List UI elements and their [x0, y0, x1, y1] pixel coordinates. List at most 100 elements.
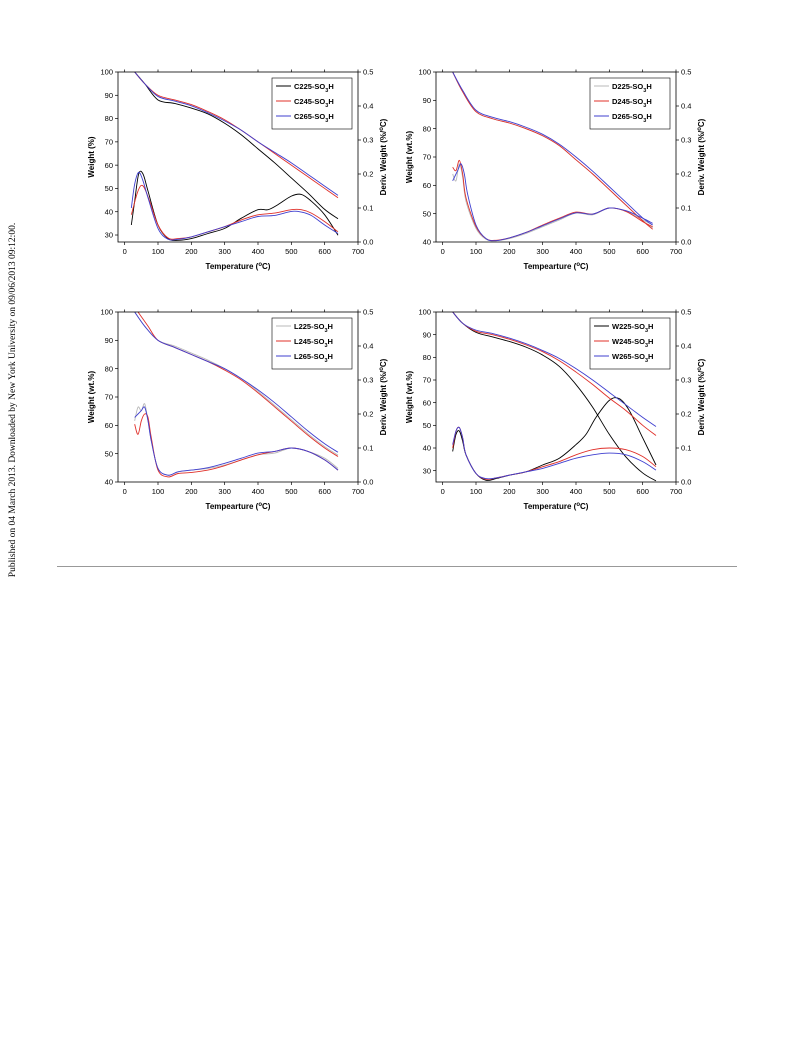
y-tick-label: 60	[105, 421, 113, 430]
weight-curve-3	[134, 71, 339, 196]
y2-tick-label: 0.4	[363, 342, 373, 351]
x-tick-label: 500	[603, 487, 616, 496]
y-tick-label: 40	[105, 478, 113, 487]
x-tick-label: 0	[441, 487, 445, 496]
plot-frame	[117, 71, 359, 243]
y-tick-label: 100	[100, 308, 113, 317]
x-tick-label: 700	[352, 487, 365, 496]
x-tick-label: 0	[123, 487, 127, 496]
y2-tick-label: 0.4	[681, 342, 691, 351]
x-axis-label: Temperature (oC)	[206, 262, 271, 271]
x-tick-label: 100	[470, 487, 483, 496]
x-tick-label: 200	[185, 247, 198, 256]
y-tick-label: 40	[423, 444, 431, 453]
y-tick-label: 90	[105, 336, 113, 345]
deriv-curve-2	[452, 426, 657, 480]
y-tick-label: 30	[105, 231, 113, 240]
y-tick-label: 80	[105, 364, 113, 373]
deriv-curve-1	[130, 170, 339, 241]
y2-tick-label: 0.5	[363, 308, 373, 317]
y-tick-label: 70	[105, 137, 113, 146]
deriv-curve-3	[452, 426, 657, 480]
y-tick-label: 60	[423, 398, 431, 407]
y-tick-label: 90	[423, 96, 431, 105]
y2-tick-label: 0.0	[681, 238, 691, 247]
chart-panel-c: 0 100 200 300 400 500 600 700 30 40 50 60 70 80 90 100 0…	[80, 62, 410, 290]
x-tick-label: 300	[218, 247, 231, 256]
weight-curve-2	[452, 311, 657, 436]
y2-tick-label: 0.1	[681, 444, 691, 453]
y-tick-label: 100	[418, 308, 431, 317]
y-tick-label: 100	[418, 68, 431, 77]
x-tick-label: 700	[670, 247, 683, 256]
x-axis-label: Tempearture (oC)	[206, 502, 271, 511]
x-tick-label: 0	[441, 247, 445, 256]
tga-chart-c: 0 100 200 300 400 500 600 700 30 40 50 60 70 80 90 100 0…	[87, 68, 388, 271]
x-tick-label: 400	[252, 487, 265, 496]
tga-chart-w: 0 100 200 300 400 500 600 700 30 40 50 60 70 80 90 100 0…	[405, 308, 706, 511]
y-tick-label: 50	[105, 184, 113, 193]
y2-axis-label: Deriv. Weight (%/oC)	[697, 118, 706, 195]
series-group	[134, 311, 339, 478]
y2-axis-label: Deriv. Weight (%/oC)	[379, 118, 388, 195]
y-tick-label: 50	[423, 209, 431, 218]
deriv-curve-2	[130, 184, 339, 240]
x-tick-label: 0	[123, 247, 127, 256]
tga-chart-l: 0 100 200 300 400 500 600 700 40 50 60 70 80 90 100 0.0…	[87, 308, 388, 511]
chart-panel-l: 0 100 200 300 400 500 600 700 40 50 60 70 80 90 100 0.0…	[80, 302, 410, 530]
y2-tick-label: 0.1	[363, 204, 373, 213]
x-tick-label: 300	[536, 487, 549, 496]
y2-tick-label: 0.3	[681, 136, 691, 145]
y2-axis-label: Deriv. Weight (%/oC)	[379, 358, 388, 435]
weight-curve-2	[452, 71, 653, 230]
x-tick-label: 700	[352, 247, 365, 256]
publication-note-text: Published on 04 March 2013. Downloaded b…	[8, 222, 18, 578]
y-tick-label: 100	[100, 68, 113, 77]
y2-tick-label: 0.2	[363, 170, 373, 179]
y-tick-label: 60	[105, 161, 113, 170]
deriv-curve-2	[452, 159, 653, 241]
y-tick-label: 80	[423, 353, 431, 362]
y2-tick-label: 0.0	[681, 478, 691, 487]
y2-tick-label: 0.5	[363, 68, 373, 77]
y2-tick-label: 0.2	[681, 410, 691, 419]
y-tick-label: 40	[423, 238, 431, 247]
x-axis-label: Temperature (oC)	[524, 502, 589, 511]
y-tick-label: 90	[423, 330, 431, 339]
y-axis-label: Weight (%)	[87, 136, 96, 178]
series-group	[452, 311, 657, 482]
y2-tick-label: 0.2	[363, 410, 373, 419]
plot-frame	[435, 311, 677, 483]
y2-tick-label: 0.4	[681, 102, 691, 111]
y2-tick-label: 0.3	[363, 376, 373, 385]
x-tick-label: 200	[185, 487, 198, 496]
weight-curve-3	[452, 71, 653, 226]
y2-tick-label: 0.5	[681, 308, 691, 317]
x-tick-label: 600	[636, 487, 649, 496]
y2-tick-label: 0.1	[363, 444, 373, 453]
deriv-curve-3	[130, 171, 339, 241]
y2-axis-label: Deriv. Weight (%/oC)	[697, 358, 706, 435]
weight-curve-2	[134, 71, 339, 199]
y-tick-label: 70	[423, 153, 431, 162]
y2-tick-label: 0.1	[681, 204, 691, 213]
y-tick-label: 50	[105, 449, 113, 458]
y-tick-label: 80	[105, 114, 113, 123]
y-axis-label: Weight (wt.%)	[87, 371, 96, 424]
y-tick-label: 90	[105, 91, 113, 100]
section-divider	[57, 566, 737, 567]
x-tick-label: 300	[536, 247, 549, 256]
tga-chart-d: 0 100 200 300 400 500 600 700 40 50 60 70 80 90 100 0.0…	[405, 68, 706, 271]
y2-tick-label: 0.0	[363, 238, 373, 247]
publication-note: Published on 04 March 2013. Downloaded b…	[5, 180, 21, 620]
x-tick-label: 100	[152, 247, 165, 256]
x-tick-label: 600	[318, 487, 331, 496]
x-tick-label: 100	[470, 247, 483, 256]
x-tick-label: 400	[570, 487, 583, 496]
x-tick-label: 500	[285, 247, 298, 256]
y-axis-label: Weight (wt.%)	[405, 131, 414, 184]
x-axis-label: Tempearture (oC)	[524, 262, 589, 271]
deriv-curve-3	[452, 163, 653, 242]
